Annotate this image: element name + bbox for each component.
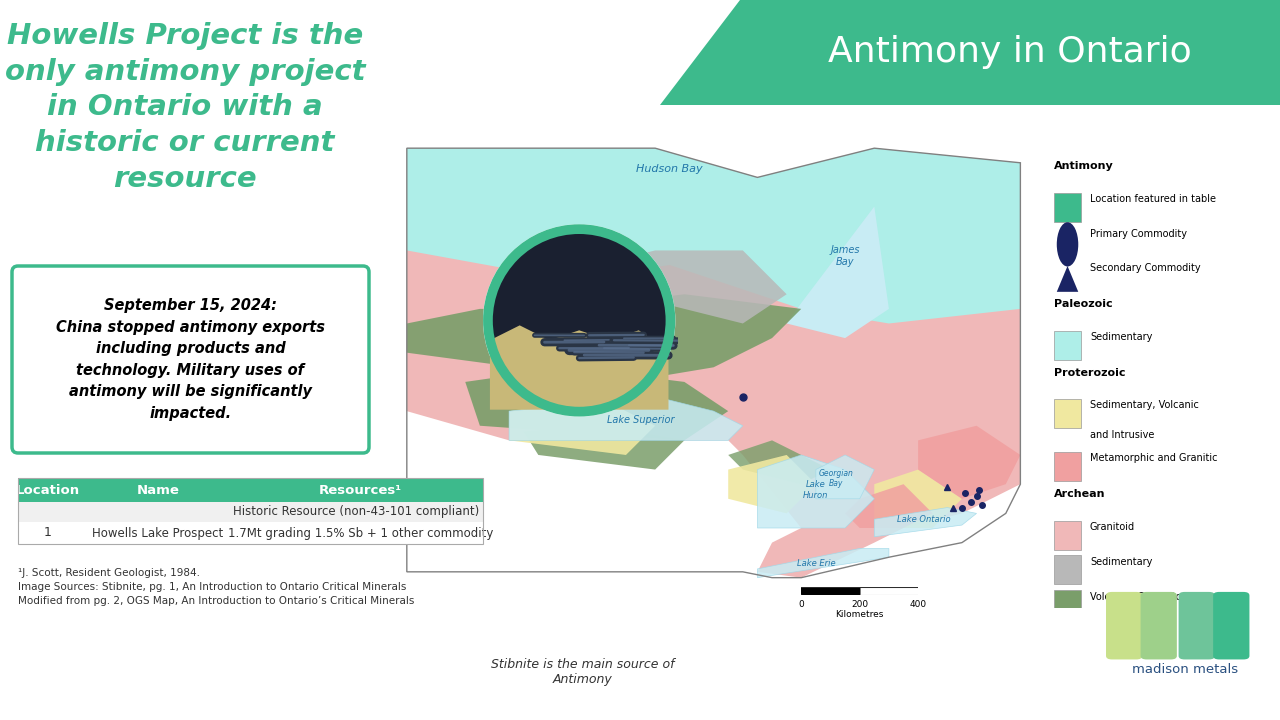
Text: 1: 1 bbox=[44, 526, 52, 539]
Text: Granitoid: Granitoid bbox=[1089, 522, 1135, 532]
Polygon shape bbox=[918, 426, 1020, 499]
Text: ¹J. Scott, Resident Geologist, 1984.: ¹J. Scott, Resident Geologist, 1984. bbox=[18, 568, 200, 578]
Text: Image Sources: Stibnite, pg. 1, An Introduction to Ontario Critical Minerals: Image Sources: Stibnite, pg. 1, An Intro… bbox=[18, 582, 406, 592]
Text: Sedimentary: Sedimentary bbox=[1089, 557, 1152, 567]
Text: Hudson Bay: Hudson Bay bbox=[636, 163, 703, 174]
Bar bbox=[1055, 590, 1080, 618]
Text: Secondary Commodity: Secondary Commodity bbox=[1089, 264, 1201, 274]
Polygon shape bbox=[758, 549, 888, 577]
Text: Kilometres: Kilometres bbox=[836, 610, 884, 618]
Text: Antimony: Antimony bbox=[1055, 161, 1114, 171]
Bar bbox=[18, 522, 483, 544]
Text: Resources¹: Resources¹ bbox=[319, 484, 402, 497]
Bar bbox=[1055, 330, 1080, 359]
Text: 0: 0 bbox=[799, 600, 804, 608]
Text: Lake
Nipigon: Lake Nipigon bbox=[598, 341, 625, 354]
Polygon shape bbox=[509, 397, 655, 455]
FancyBboxPatch shape bbox=[1140, 592, 1176, 660]
Polygon shape bbox=[524, 294, 612, 353]
Text: Location featured in table: Location featured in table bbox=[1089, 194, 1216, 204]
Polygon shape bbox=[1057, 266, 1078, 292]
Polygon shape bbox=[815, 455, 874, 499]
Polygon shape bbox=[787, 207, 888, 338]
Text: Antimony in Ontario: Antimony in Ontario bbox=[828, 35, 1192, 69]
Polygon shape bbox=[596, 251, 787, 323]
Polygon shape bbox=[596, 338, 626, 353]
Polygon shape bbox=[509, 397, 742, 441]
Polygon shape bbox=[728, 441, 831, 484]
Bar bbox=[18, 478, 483, 502]
Polygon shape bbox=[874, 469, 963, 528]
Polygon shape bbox=[728, 455, 815, 513]
Circle shape bbox=[488, 229, 671, 412]
Bar bbox=[1055, 193, 1080, 222]
Text: September 15, 2024:
China stopped antimony exports
including products and
techno: September 15, 2024: China stopped antimo… bbox=[56, 298, 325, 421]
Text: Sedimentary: Sedimentary bbox=[1089, 332, 1152, 342]
Text: Howells Lake Prospect: Howells Lake Prospect bbox=[92, 526, 224, 539]
Text: Primary Commodity: Primary Commodity bbox=[1089, 229, 1187, 239]
Bar bbox=[1055, 521, 1080, 549]
FancyBboxPatch shape bbox=[531, 308, 575, 339]
Text: Howells Project is the
only antimony project
in Ontario with a
historic or curre: Howells Project is the only antimony pro… bbox=[5, 22, 365, 193]
FancyBboxPatch shape bbox=[1213, 592, 1249, 660]
Bar bbox=[1055, 555, 1080, 584]
Text: Volcanic (Greenstone): Volcanic (Greenstone) bbox=[1089, 591, 1198, 601]
Polygon shape bbox=[845, 484, 933, 528]
Circle shape bbox=[483, 224, 676, 417]
Text: Name: Name bbox=[137, 484, 179, 497]
Text: Lake
Huron: Lake Huron bbox=[803, 480, 828, 500]
Polygon shape bbox=[874, 508, 977, 537]
Polygon shape bbox=[660, 0, 1280, 105]
Text: Georgian
Bay: Georgian Bay bbox=[819, 469, 854, 488]
Text: Archean: Archean bbox=[1055, 489, 1106, 499]
Polygon shape bbox=[407, 294, 801, 382]
Bar bbox=[1055, 399, 1080, 428]
Polygon shape bbox=[758, 455, 874, 528]
Text: Lake Erie: Lake Erie bbox=[796, 559, 835, 567]
Polygon shape bbox=[490, 325, 668, 410]
Text: madison metals: madison metals bbox=[1132, 662, 1238, 675]
Text: James
Bay: James Bay bbox=[831, 246, 860, 267]
Text: 200: 200 bbox=[851, 600, 868, 608]
Polygon shape bbox=[524, 426, 685, 469]
Text: Proterozoic: Proterozoic bbox=[1055, 368, 1125, 377]
FancyBboxPatch shape bbox=[12, 266, 369, 453]
Text: 400: 400 bbox=[910, 600, 927, 608]
Bar bbox=[18, 478, 483, 544]
Text: Stibnite is the main source of
Antimony: Stibnite is the main source of Antimony bbox=[492, 658, 675, 686]
Text: 1.7Mt grading 1.5% Sb + 1 other commodity: 1.7Mt grading 1.5% Sb + 1 other commodit… bbox=[228, 526, 493, 539]
Circle shape bbox=[1057, 222, 1078, 266]
Bar bbox=[18, 502, 483, 522]
Polygon shape bbox=[407, 148, 1020, 577]
FancyBboxPatch shape bbox=[1179, 592, 1215, 660]
FancyBboxPatch shape bbox=[1106, 592, 1142, 660]
Text: Paleozoic: Paleozoic bbox=[1055, 299, 1112, 309]
Text: and Intrusive: and Intrusive bbox=[1089, 430, 1155, 440]
Text: Sedimentary, Volcanic: Sedimentary, Volcanic bbox=[1089, 400, 1199, 410]
Bar bbox=[1055, 452, 1080, 481]
Text: Lake Ontario: Lake Ontario bbox=[897, 515, 951, 523]
Text: 1: 1 bbox=[549, 317, 557, 330]
Text: Modified from pg. 2, OGS Map, An Introduction to Ontario’s Critical Minerals: Modified from pg. 2, OGS Map, An Introdu… bbox=[18, 596, 415, 606]
Text: Lake Superior: Lake Superior bbox=[607, 415, 675, 425]
Text: Metamorphic and Granitic: Metamorphic and Granitic bbox=[1089, 454, 1217, 464]
Polygon shape bbox=[465, 367, 728, 441]
Polygon shape bbox=[407, 148, 1020, 323]
Text: Historic Resource (non-43-101 compliant): Historic Resource (non-43-101 compliant) bbox=[233, 505, 479, 518]
Text: Location: Location bbox=[15, 484, 81, 497]
